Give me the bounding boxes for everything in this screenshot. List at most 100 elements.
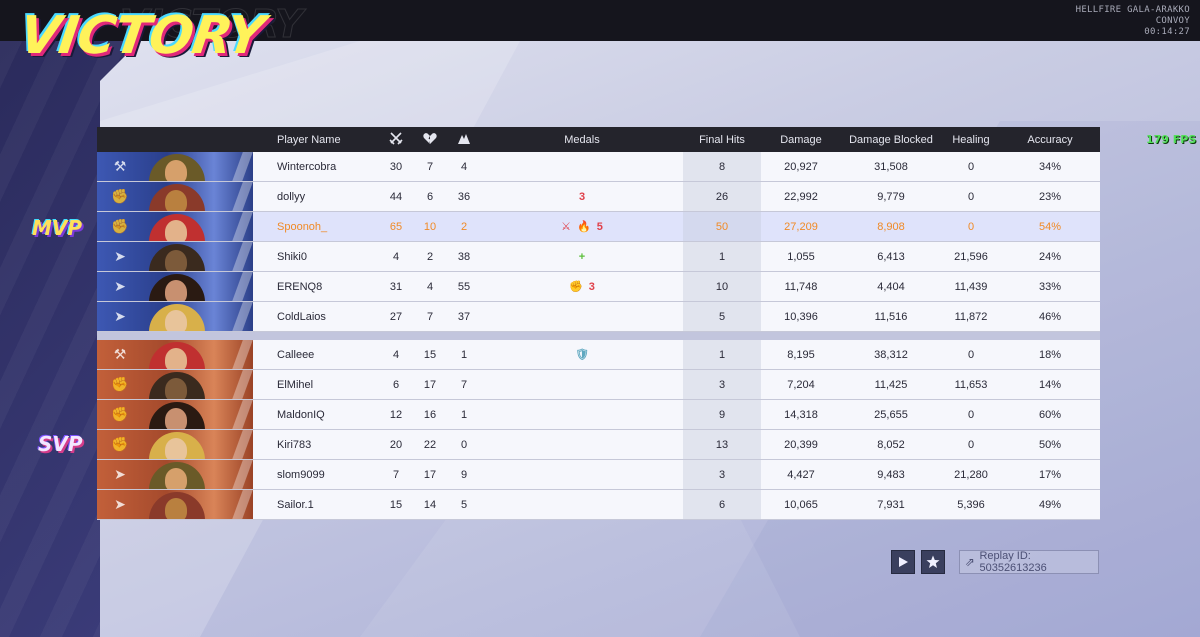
ally-team: ⚒ Wintercobra 30 7 4 8 20,927 31,508 0 34% ✊ dollyy…	[97, 152, 1100, 332]
kills-value: 27	[389, 310, 403, 323]
player-row[interactable]: ➤ ColdLaios 27 7 37 5 10,396 11,516 11,872 46%	[97, 302, 1100, 332]
player-name: Sailor.1	[277, 498, 314, 511]
healing-value: 11,872	[954, 310, 988, 323]
damage-value: 14,318	[784, 408, 818, 421]
hero-portrait-cell: ✊	[97, 370, 253, 399]
deaths-value: 7	[426, 310, 434, 323]
assists-value: 37	[457, 310, 471, 323]
player-row[interactable]: ⚒ Calleee 4 15 1 🛡 1 8,195 38,312 0 18%	[97, 340, 1100, 370]
assists-value: 2	[460, 220, 468, 233]
duelist-icon: ✊	[111, 189, 129, 205]
damage-value: 10,065	[784, 498, 818, 511]
player-row[interactable]: ✊ ElMihel 6 17 7 3 7,204 11,425 11,653 14%	[97, 370, 1100, 400]
victory-title: VICTORY	[15, 6, 268, 66]
assists-value: 9	[460, 468, 468, 481]
deaths-value: 17	[423, 468, 437, 481]
final-hits-value: 6	[683, 490, 761, 519]
strategist-icon: ➤	[114, 467, 126, 483]
accuracy-value: 18%	[1038, 348, 1062, 361]
kills-value: 12	[389, 408, 403, 421]
healing-value: 0	[967, 438, 975, 451]
duelist-icon: ✊	[111, 377, 129, 393]
medals-cell: ✊ 3	[481, 280, 683, 293]
accuracy-value: 50%	[1038, 438, 1062, 451]
damage-blocked-value: 8,908	[877, 220, 905, 233]
final-hits-value: 10	[683, 272, 761, 301]
replay-id-label: Replay ID: 50352613236	[979, 550, 1047, 574]
player-row[interactable]: ➤ slom9099 7 17 9 3 4,427 9,483 21,280 17%	[97, 460, 1100, 490]
final-hits-value: 13	[683, 430, 761, 459]
final-hits-value: 1	[683, 340, 761, 369]
hero-portrait-cell: ➤	[97, 272, 253, 301]
assists-value: 5	[460, 498, 468, 511]
accuracy-value: 33%	[1038, 280, 1062, 293]
deaths-value: 17	[423, 378, 437, 391]
play-replay-button[interactable]	[891, 550, 915, 574]
damage-value: 1,055	[787, 250, 815, 263]
deaths-value: 22	[423, 438, 437, 451]
assists-value: 36	[457, 190, 471, 203]
player-row[interactable]: ✊ Kiri783 20 22 0 13 20,399 8,052 0 50%	[97, 430, 1100, 460]
team-divider	[97, 332, 1100, 340]
medal-icon: ⚔	[561, 221, 572, 233]
replay-id-button[interactable]: ⇗ Replay ID: 50352613236	[959, 550, 1099, 574]
accuracy-value: 54%	[1038, 220, 1062, 233]
healing-value: 11,653	[954, 378, 988, 391]
player-row[interactable]: ✊ MaldonIQ 12 16 1 9 14,318 25,655 0 60%	[97, 400, 1100, 430]
header-accuracy: Accuracy	[1027, 133, 1073, 146]
healing-value: 0	[967, 348, 975, 361]
match-info: HELLFIRE GALA-ARAKKO CONVOY 00:14:27	[1076, 5, 1190, 38]
player-row[interactable]: ➤ Sailor.1 15 14 5 6 10,065 7,931 5,396 49%	[97, 490, 1100, 520]
deaths-value: 2	[426, 250, 434, 263]
final-hits-value: 26	[683, 182, 761, 211]
final-hits-value: 5	[683, 302, 761, 331]
assists-value: 1	[460, 408, 468, 421]
healing-value: 0	[967, 408, 975, 421]
healing-value: 21,280	[954, 468, 988, 481]
duelist-icon: ✊	[111, 407, 129, 423]
player-row[interactable]: ➤ Shiki0 4 2 38 +1 1,055 6,413 21,596 24%	[97, 242, 1100, 272]
damage-blocked-value: 7,931	[877, 498, 905, 511]
deaths-value: 16	[423, 408, 437, 421]
player-row[interactable]: ➤ ERENQ8 31 4 55 ✊ 3 10 11,748 4,404 11,439 33%	[97, 272, 1100, 302]
kills-value: 6	[392, 378, 400, 391]
assists-icon	[447, 132, 481, 148]
match-time: 00:14:27	[1144, 27, 1190, 37]
damage-blocked-value: 8,052	[877, 438, 905, 451]
damage-blocked-value: 38,312	[874, 348, 908, 361]
damage-blocked-value: 11,516	[874, 310, 908, 323]
medal-icon: 3	[588, 281, 595, 293]
favorite-button[interactable]	[921, 550, 945, 574]
player-row[interactable]: ⚒ Wintercobra 30 7 4 8 20,927 31,508 0 34%	[97, 152, 1100, 182]
player-row[interactable]: ✊ Spoonoh_ 65 10 2 ⚔ 🔥 5 50 27,209 8,908 0 54%	[97, 212, 1100, 242]
header-final-hits: Final Hits	[699, 133, 745, 146]
damage-value: 10,396	[784, 310, 818, 323]
share-icon: ⇗	[964, 555, 975, 569]
assists-value: 7	[460, 378, 468, 391]
medal-icon: 🛡	[575, 349, 589, 361]
strategist-icon: ➤	[114, 497, 126, 513]
accuracy-value: 24%	[1038, 250, 1062, 263]
final-hits-value: 3	[683, 370, 761, 399]
player-name: Shiki0	[277, 250, 307, 263]
kills-value: 15	[389, 498, 403, 511]
strategist-icon: ➤	[114, 309, 126, 325]
damage-value: 11,748	[784, 280, 818, 293]
assists-value: 4	[460, 160, 468, 173]
player-name: ElMihel	[277, 378, 314, 391]
kills-value: 7	[392, 468, 400, 481]
final-hits-value: 8	[683, 152, 761, 181]
header-hero-spacer	[97, 127, 253, 152]
deaths-icon	[413, 132, 447, 148]
deaths-value: 4	[426, 280, 434, 293]
damage-blocked-value: 9,483	[877, 468, 905, 481]
map-name: HELLFIRE GALA-ARAKKO	[1075, 5, 1190, 15]
hero-portrait	[149, 402, 205, 429]
player-row[interactable]: ✊ dollyy 44 6 36 3 26 22,992 9,779 0 23%	[97, 182, 1100, 212]
healing-value: 0	[967, 220, 975, 233]
damage-blocked-value: 11,425	[874, 378, 908, 391]
medal-icon: 🔥	[577, 221, 591, 233]
deaths-value: 7	[426, 160, 434, 173]
medal-icon: 3	[578, 190, 586, 203]
deaths-value: 6	[426, 190, 434, 203]
